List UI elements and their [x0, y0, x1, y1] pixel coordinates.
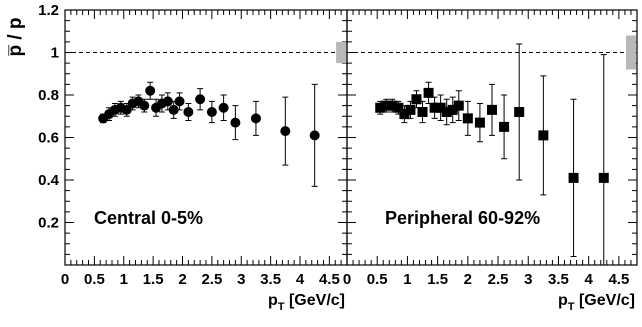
data-point — [499, 121, 510, 132]
x-tick-label: 0.5 — [84, 271, 105, 288]
x-tick-label: 4.5 — [608, 271, 629, 288]
x-tick-label: 1 — [120, 271, 128, 288]
y-tick-label: 0.4 — [38, 172, 60, 189]
data-point — [514, 107, 525, 117]
data-point — [429, 102, 440, 113]
data-point — [435, 102, 446, 113]
data-point — [183, 107, 194, 117]
data-point — [453, 100, 464, 111]
data-point — [487, 104, 497, 115]
data-point — [218, 102, 229, 113]
data-point — [309, 130, 320, 141]
data-point — [447, 104, 458, 115]
data-point — [174, 96, 185, 107]
x-tick-label: 0.5 — [367, 271, 388, 288]
panel-annotation: Peripheral 60-92% — [385, 208, 540, 228]
data-point — [381, 100, 392, 111]
systematic-error-band — [336, 41, 347, 64]
data-point — [441, 107, 452, 117]
x-tick-label: 3.5 — [260, 271, 281, 288]
x-axis-label: pT [GeV/c] — [268, 292, 345, 313]
x-tick-label: 2.5 — [488, 271, 509, 288]
y-tick-label: 1.2 — [38, 2, 59, 19]
panel-annotation: Central 0-5% — [94, 208, 203, 228]
data-point — [280, 126, 291, 137]
data-point — [145, 85, 156, 96]
data-point — [121, 104, 132, 115]
data-point — [423, 87, 434, 98]
data-point — [195, 94, 206, 105]
panel-central: 0 0.5 1 1.5 2 2.5 3 3.5 4 4.5 0.2 0.4 0.6 0.8 1 1.2 Cent… — [5, 2, 348, 313]
x-tick-label: 1.5 — [427, 271, 448, 288]
data-point — [230, 117, 241, 128]
x-tick-label: 3.5 — [548, 271, 569, 288]
x-tick-label: 1.5 — [143, 271, 164, 288]
panel-peripheral: 0 0.5 1 1.5 2 2.5 3 3.5 4 4.5 Peripheral 60-92% pT … — [343, 9, 638, 313]
data-point — [393, 102, 404, 113]
data-point — [375, 102, 386, 113]
data-point — [598, 172, 609, 183]
data-point — [250, 113, 261, 124]
x-tick-label: 4 — [584, 271, 593, 288]
x-tick-label: 4.5 — [319, 271, 340, 288]
y-tick-label: 0.2 — [38, 215, 59, 232]
x-tick-label: 3 — [237, 271, 245, 288]
x-tick-label: 0 — [343, 271, 351, 288]
data-point — [206, 107, 217, 117]
x-axis-label: pT [GeV/c] — [558, 292, 635, 313]
data-point — [405, 104, 416, 115]
y-tick-label: 0.8 — [38, 87, 59, 104]
data-point — [538, 130, 549, 141]
data-point — [568, 172, 579, 183]
y-axis-label: p̅ / p — [5, 17, 26, 56]
data-point — [387, 100, 398, 111]
data-point — [168, 104, 179, 115]
data-point — [462, 113, 473, 124]
x-tick-label: 4 — [296, 271, 305, 288]
y-tick-label: 0.6 — [38, 130, 59, 147]
data-point — [399, 109, 410, 120]
data-point — [411, 94, 422, 105]
x-tick-label: 0 — [61, 271, 69, 288]
x-tick-label: 2 — [178, 271, 186, 288]
x-tick-label: 3 — [524, 271, 532, 288]
x-tick-label: 1 — [403, 271, 411, 288]
y-tick-label: 1 — [51, 45, 59, 62]
data-point — [162, 96, 173, 107]
systematic-error-band — [625, 35, 636, 70]
data-point — [417, 107, 428, 117]
x-tick-label: 2.5 — [201, 271, 222, 288]
x-tick-label: 2 — [464, 271, 472, 288]
data-point — [474, 117, 485, 128]
data-point — [139, 100, 150, 111]
